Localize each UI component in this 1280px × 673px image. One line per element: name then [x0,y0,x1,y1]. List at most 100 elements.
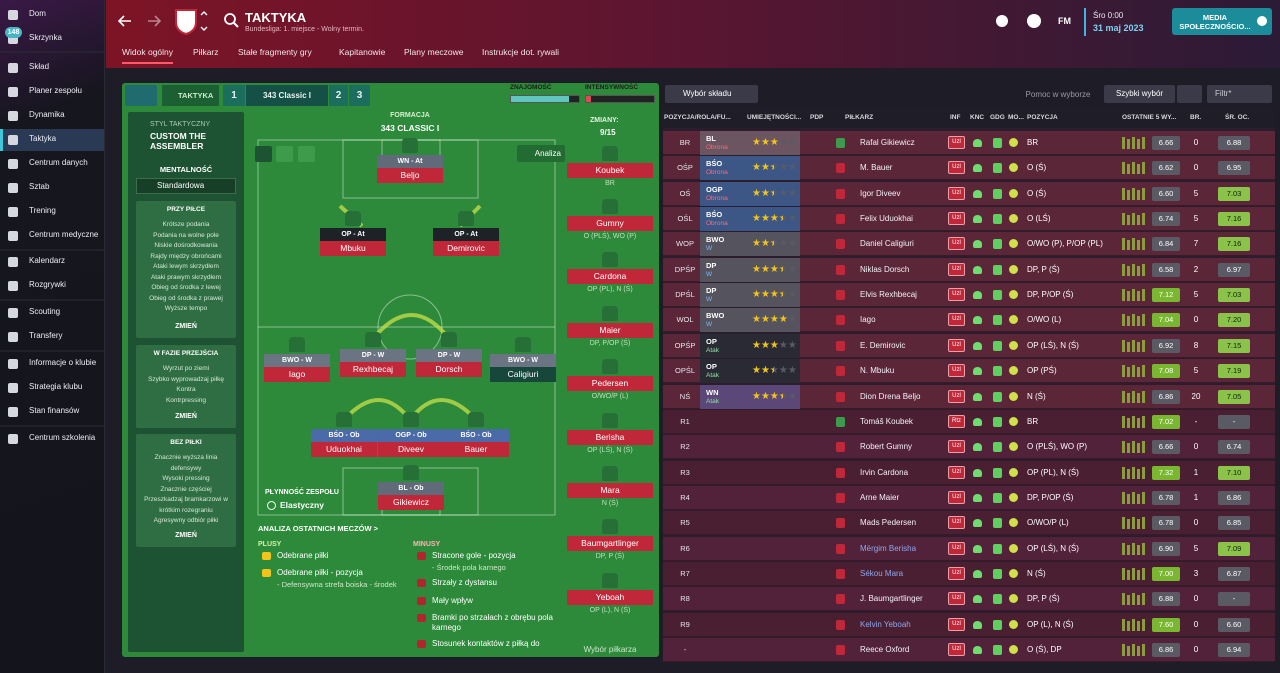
tab[interactable]: Kapitanowie [339,47,386,57]
row-role[interactable]: BŚO [706,210,723,220]
row-role[interactable]: OP [706,336,717,346]
nav-item[interactable]: Centrum danych [29,158,88,167]
column-header[interactable]: PDP [810,114,824,121]
media-button[interactable]: MEDIA SPOŁECZNOŚCIO... [1172,8,1272,35]
nav-item[interactable]: Kalendarz [29,256,66,265]
nav-item[interactable]: Planer zespołu [29,86,82,95]
column-header[interactable]: ŚR. OC. [1225,114,1250,121]
row-player[interactable]: M. Bauer [860,163,893,173]
player-name[interactable]: Uduokhai [311,442,377,457]
row-role[interactable]: BL [706,134,716,143]
row-role[interactable]: OGP [706,184,723,194]
row-role[interactable]: BWO [706,311,725,321]
player-role[interactable]: WN - At [377,155,443,168]
sub-name[interactable]: Pedersen [567,376,653,391]
row-player[interactable]: E. Demirovic [860,340,906,350]
nav-item[interactable]: Rozgrywki [29,280,66,289]
nav-item[interactable]: Stan finansów [29,406,80,415]
player-role[interactable]: BŚO - Ob [443,429,509,442]
analysis-button[interactable]: Analiza [517,145,565,162]
tab[interactable]: Piłkarz [193,47,219,57]
tab[interactable]: Instrukcje dot. rywali [482,47,559,57]
row-player[interactable]: Igor Diveev [860,188,901,198]
tab[interactable]: Widok ogólny [122,47,174,64]
row-role[interactable]: DP [706,286,717,296]
tactic-slot[interactable]: 3 [349,85,370,106]
player-name[interactable]: Gikiewicz [378,495,444,510]
row-player[interactable]: Iago [860,315,876,325]
nav-item[interactable]: Dom [29,9,46,18]
nav-item[interactable]: Centrum medyczne [29,230,99,239]
nav-item[interactable]: Skrzynka [29,33,62,42]
player-name[interactable]: Caligiuri [490,367,556,382]
player-role[interactable]: BWO - W [490,354,556,367]
row-role[interactable]: WN [706,387,719,397]
player-name[interactable]: Bauer [443,442,509,457]
column-header[interactable]: KNC [970,114,985,121]
help-button[interactable]: Pomoc w wyborze [1025,90,1091,99]
player-name[interactable]: Rexhbecaj [340,362,406,377]
column-header[interactable]: INF [950,114,961,121]
sub-name[interactable]: Mara [567,483,653,498]
row-player[interactable]: Arne Maier [860,492,900,502]
player-role[interactable]: BWO - W [264,354,330,367]
sub-name[interactable]: Koubek [567,163,653,178]
tactic-slot[interactable]: 2 [329,85,348,106]
nav-item[interactable]: Trening [29,206,56,215]
nav-item[interactable]: Strategia klubu [29,382,83,391]
row-player[interactable]: J. Baumgartlinger [860,594,923,604]
column-header[interactable]: MO... [1008,114,1024,121]
column-header[interactable]: POZYCJA [1027,114,1058,121]
sub-name[interactable]: Berisha [567,430,653,445]
change-button[interactable]: ZMIEŃ [175,532,197,539]
quick-button[interactable]: Szybki wybór [1104,85,1175,103]
column-header[interactable]: BR. [1190,114,1202,121]
tactic-slot[interactable]: 343 Classic I [246,85,328,106]
nav-item[interactable]: Dynamika [29,110,65,119]
player-name[interactable]: Beljo [377,168,443,183]
tactic-slot[interactable]: 1 [223,85,245,106]
row-player[interactable]: Felix Uduokhai [860,214,913,224]
row-player[interactable]: Mërgim Berisha [860,543,917,553]
sub-name[interactable]: Maier [567,323,653,338]
nav-item[interactable]: Scouting [29,307,61,316]
player-role[interactable]: OP - At [433,228,499,241]
row-player[interactable]: Elvis Rexhbecaj [860,290,917,300]
nav-item[interactable]: Skład [29,62,50,71]
filter-button[interactable]: Filtr* [1207,85,1272,103]
row-player[interactable]: N. Mbuku [860,366,895,376]
player-name[interactable]: Diveev [378,442,444,457]
row-player[interactable]: Tomáš Koubek [860,416,913,426]
fluidity[interactable]: Elastyczny [280,500,324,510]
formation[interactable]: 343 CLASSIC I [380,123,440,133]
change-button[interactable]: ZMIEŃ [175,413,197,420]
player-name[interactable]: Mbuku [320,241,386,256]
player-name[interactable]: Iago [264,367,330,382]
sub-name[interactable]: Baumgartlinger [567,536,653,551]
tab[interactable]: Plany meczowe [404,47,464,57]
column-header[interactable]: OSTATNIE 5 WY... [1122,114,1177,121]
player-name[interactable]: Demirovic [433,241,499,256]
nav-item[interactable]: Centrum szkolenia [29,433,96,442]
row-player[interactable]: Robert Gumny [860,442,913,452]
row-player[interactable]: Reece Oxford [860,645,910,654]
analysis-title[interactable]: ANALIZA OSTATNICH MECZÓW > [258,524,379,533]
row-player[interactable]: Mads Pedersen [860,518,917,528]
player-role[interactable]: DP - W [416,349,482,362]
sub-name[interactable]: Yeboah [567,590,653,605]
row-player[interactable]: Niklas Dorsch [860,264,910,274]
row-player[interactable]: Sékou Mara [860,568,904,578]
change-button[interactable]: ZMIEŃ [175,323,197,330]
player-role[interactable]: OP - At [320,228,386,241]
player-role[interactable]: BL - Ob [378,482,444,495]
player-role[interactable]: DP - W [340,349,406,362]
player-role[interactable]: OGP - Ob [378,429,444,442]
sub-name[interactable]: Gumny [567,216,653,231]
sub-name[interactable]: Cardona [567,269,653,284]
row-player[interactable]: Rafal Gikiewicz [860,138,915,147]
row-player[interactable]: Irvin Cardona [860,467,909,477]
column-header[interactable]: PIŁKARZ [845,114,874,121]
nav-item[interactable]: Taktyka [29,134,57,143]
tab[interactable]: Stałe fragmenty gry [238,47,312,57]
game-date[interactable]: 31 maj 2023 [1093,23,1144,33]
